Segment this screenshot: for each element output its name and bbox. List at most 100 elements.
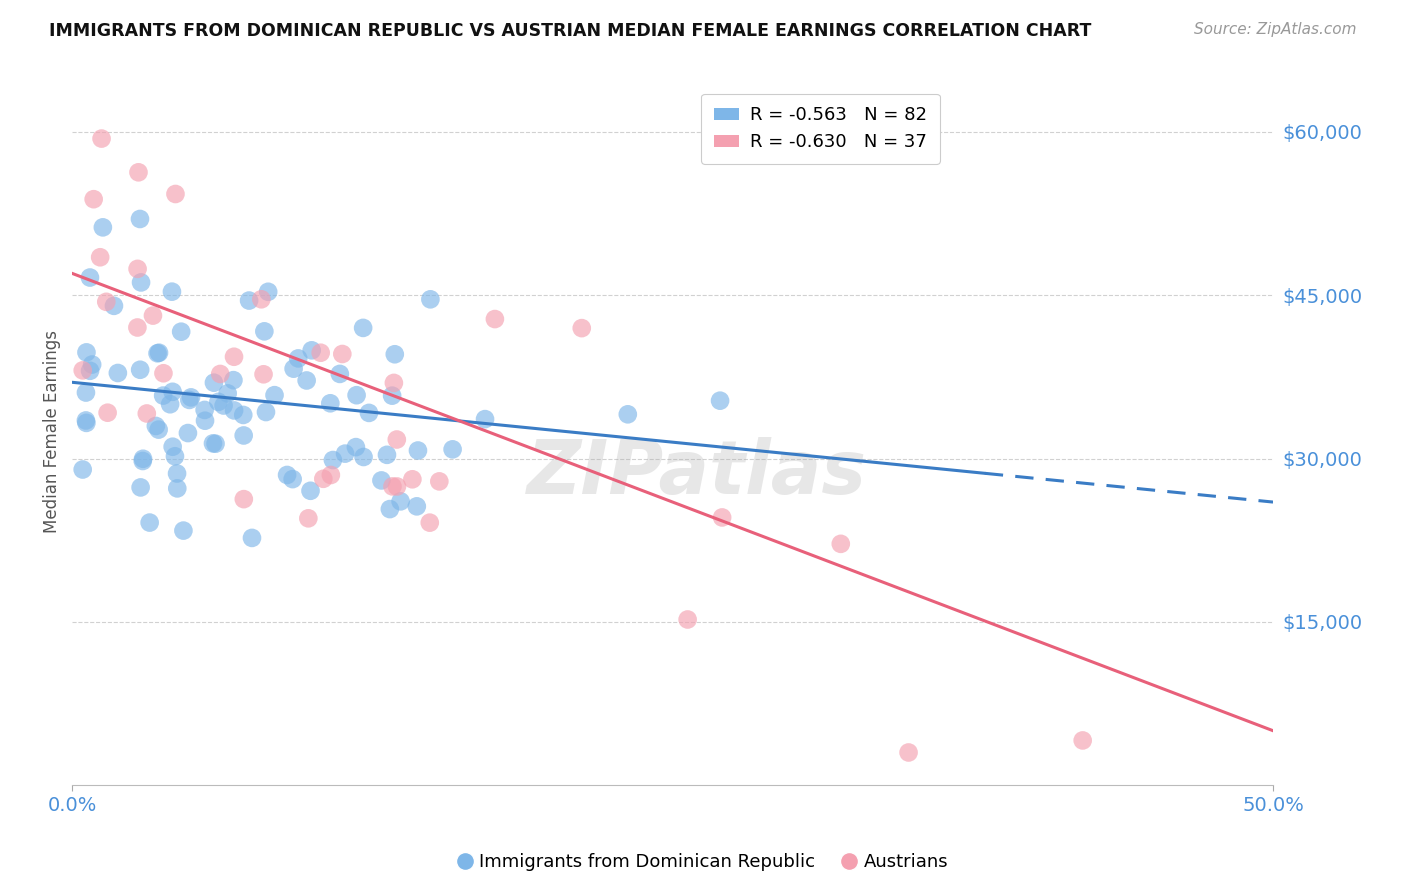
Point: [319, 468, 342, 483]
Point: [250, 293, 273, 307]
Point: [353, 450, 375, 464]
Point: [571, 321, 593, 335]
Point: [385, 433, 408, 447]
Point: [384, 347, 406, 361]
Point: [129, 276, 152, 290]
Point: [405, 500, 427, 514]
Point: [145, 419, 167, 434]
Point: [329, 367, 352, 381]
Point: [711, 510, 734, 524]
Point: [172, 524, 194, 538]
Point: [222, 373, 245, 387]
Point: [202, 376, 225, 390]
Point: [474, 412, 496, 426]
Point: [177, 425, 200, 440]
Point: [209, 367, 232, 381]
Text: IMMIGRANTS FROM DOMINICAN REPUBLIC VS AUSTRIAN MEDIAN FEMALE EARNINGS CORRELATIO: IMMIGRANTS FROM DOMINICAN REPUBLIC VS AU…: [49, 22, 1091, 40]
Point: [295, 374, 318, 388]
Point: [617, 407, 640, 421]
Point: [238, 293, 260, 308]
Point: [378, 502, 401, 516]
Point: [207, 395, 229, 409]
Point: [257, 285, 280, 299]
Point: [897, 746, 920, 760]
Point: [75, 345, 97, 359]
Point: [287, 351, 309, 366]
Point: [232, 428, 254, 442]
Point: [830, 537, 852, 551]
Point: [276, 467, 298, 482]
Point: [180, 391, 202, 405]
Point: [159, 397, 181, 411]
Point: [152, 366, 174, 380]
Legend: R = -0.563   N = 82, R = -0.630   N = 37: R = -0.563 N = 82, R = -0.630 N = 37: [702, 94, 939, 164]
Point: [107, 366, 129, 380]
Point: [676, 612, 699, 626]
Point: [166, 467, 188, 481]
Point: [127, 261, 149, 276]
Point: [330, 347, 353, 361]
Point: [232, 492, 254, 507]
Point: [194, 403, 217, 417]
Point: [127, 320, 149, 334]
Point: [252, 368, 274, 382]
Point: [129, 480, 152, 494]
Point: [79, 270, 101, 285]
Point: [72, 363, 94, 377]
Point: [319, 396, 342, 410]
Legend: Immigrants from Dominican Republic, Austrians: Immigrants from Dominican Republic, Aust…: [450, 847, 956, 879]
Point: [165, 186, 187, 201]
Point: [127, 165, 149, 179]
Point: [297, 511, 319, 525]
Point: [322, 453, 344, 467]
Point: [222, 403, 245, 417]
Point: [263, 388, 285, 402]
Point: [301, 343, 323, 358]
Point: [75, 385, 97, 400]
Point: [162, 384, 184, 399]
Point: [138, 516, 160, 530]
Point: [406, 443, 429, 458]
Point: [254, 405, 277, 419]
Point: [401, 472, 423, 486]
Point: [152, 388, 174, 402]
Point: [281, 472, 304, 486]
Point: [222, 350, 245, 364]
Point: [212, 399, 235, 413]
Point: [389, 494, 412, 508]
Point: [72, 462, 94, 476]
Point: [240, 531, 263, 545]
Point: [179, 392, 201, 407]
Point: [194, 414, 217, 428]
Point: [299, 483, 322, 498]
Point: [385, 479, 408, 493]
Point: [427, 475, 450, 489]
Point: [132, 454, 155, 468]
Point: [146, 346, 169, 360]
Point: [370, 474, 392, 488]
Point: [232, 408, 254, 422]
Point: [253, 324, 276, 338]
Point: [419, 293, 441, 307]
Point: [160, 285, 183, 299]
Point: [382, 376, 405, 390]
Text: Source: ZipAtlas.com: Source: ZipAtlas.com: [1194, 22, 1357, 37]
Point: [162, 440, 184, 454]
Point: [1071, 733, 1094, 747]
Point: [357, 406, 380, 420]
Text: ZIPatlas: ZIPatlas: [527, 437, 866, 510]
Point: [352, 321, 374, 335]
Point: [83, 192, 105, 206]
Point: [381, 479, 404, 493]
Point: [148, 345, 170, 359]
Point: [484, 312, 506, 326]
Point: [135, 407, 157, 421]
Point: [163, 450, 186, 464]
Point: [217, 386, 239, 401]
Point: [312, 472, 335, 486]
Point: [142, 309, 165, 323]
Point: [346, 388, 368, 402]
Point: [103, 299, 125, 313]
Point: [170, 325, 193, 339]
Point: [375, 448, 398, 462]
